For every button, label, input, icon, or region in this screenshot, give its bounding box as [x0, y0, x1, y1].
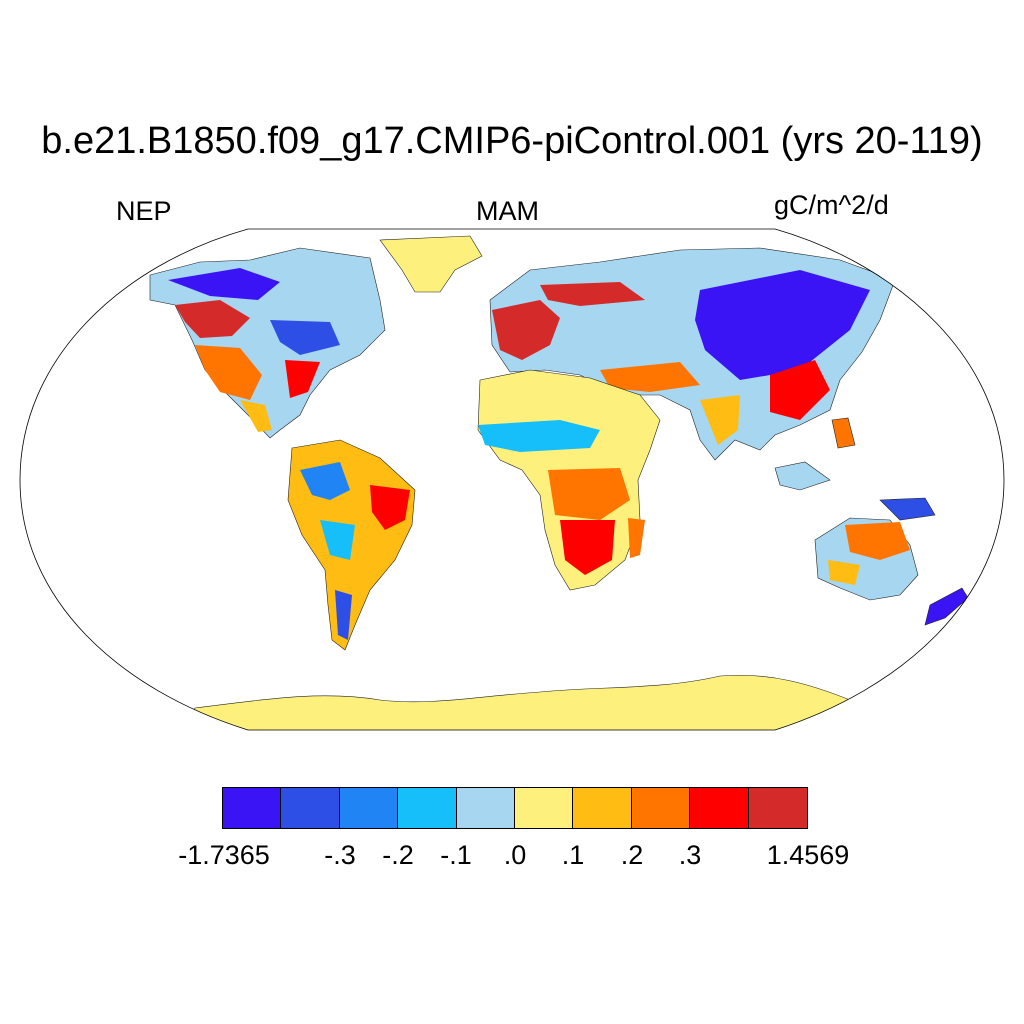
colorbar-box — [398, 788, 457, 828]
colorbar-box — [456, 788, 515, 828]
colorbar-box — [748, 788, 807, 828]
colorbar-tick: .3 — [678, 840, 702, 870]
season-label: MAM — [476, 196, 539, 226]
antarctica — [179, 674, 861, 730]
colorbar-box — [223, 788, 282, 828]
colorbar-box — [281, 788, 340, 828]
colorbar-box — [631, 788, 691, 828]
greenland — [379, 235, 483, 293]
colorbar-tick: 1.4569 — [766, 840, 850, 870]
colorbar-tick: -1.7365 — [178, 840, 270, 870]
colorbar-tick: -.2 — [382, 840, 414, 870]
map-boundary — [19, 228, 1005, 731]
colorbar-tick: .2 — [620, 840, 644, 870]
colorbar-box — [573, 788, 632, 828]
new-zealand — [924, 587, 969, 626]
north-america — [149, 247, 386, 439]
colorbar-tick: -.1 — [440, 840, 472, 870]
colorbar-tick: -.3 — [324, 840, 356, 870]
variable-label: NEP — [116, 196, 172, 226]
colorbar — [222, 787, 808, 829]
colorbar-tick: .0 — [503, 840, 527, 870]
colorbar-box — [514, 788, 574, 828]
figure-title: b.e21.B1850.f09_g17.CMIP6-piControl.001 … — [41, 120, 983, 162]
units-label: gC/m^2/d — [774, 190, 889, 220]
colorbar-box — [339, 788, 399, 828]
colorbar-box — [690, 788, 749, 828]
colorbar-tick: .1 — [561, 840, 585, 870]
